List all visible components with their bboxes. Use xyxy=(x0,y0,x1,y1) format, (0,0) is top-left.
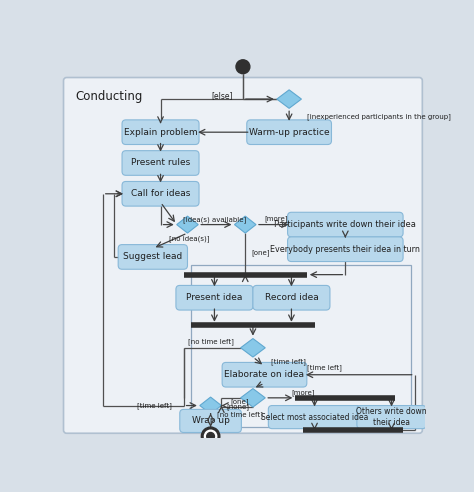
FancyBboxPatch shape xyxy=(268,405,361,429)
Text: [one]: [one] xyxy=(251,250,270,256)
Text: Everybody presents their idea in turn: Everybody presents their idea in turn xyxy=(270,245,420,254)
FancyBboxPatch shape xyxy=(288,212,403,237)
FancyBboxPatch shape xyxy=(118,245,188,269)
Polygon shape xyxy=(241,389,265,407)
Polygon shape xyxy=(235,216,256,233)
Text: [idea(s) available]: [idea(s) available] xyxy=(183,216,246,222)
Polygon shape xyxy=(241,338,265,357)
Text: Others write down
their idea: Others write down their idea xyxy=(356,407,427,427)
Text: Call for ideas: Call for ideas xyxy=(131,189,190,198)
Text: [one]: [one] xyxy=(230,399,249,405)
FancyBboxPatch shape xyxy=(122,151,199,175)
Text: Select most associated idea: Select most associated idea xyxy=(261,413,368,422)
Text: Elaborate on idea: Elaborate on idea xyxy=(225,370,304,379)
Text: Suggest lead: Suggest lead xyxy=(123,252,182,261)
Polygon shape xyxy=(277,90,301,108)
FancyBboxPatch shape xyxy=(64,78,422,433)
Text: [no time left]: [no time left] xyxy=(217,411,263,418)
Text: Present rules: Present rules xyxy=(131,158,190,167)
FancyBboxPatch shape xyxy=(122,120,199,145)
Text: [else]: [else] xyxy=(211,92,233,100)
FancyBboxPatch shape xyxy=(253,285,330,310)
FancyBboxPatch shape xyxy=(357,405,426,429)
Text: [no time left]: [no time left] xyxy=(188,338,234,345)
FancyBboxPatch shape xyxy=(222,363,307,387)
FancyBboxPatch shape xyxy=(176,285,253,310)
Text: [inexperienced participants in the group]: [inexperienced participants in the group… xyxy=(307,114,451,120)
Text: [no idea(s)]: [no idea(s)] xyxy=(169,235,210,242)
Circle shape xyxy=(204,430,217,442)
Polygon shape xyxy=(200,397,221,414)
Text: Conducting: Conducting xyxy=(76,90,143,103)
Text: Explain problem: Explain problem xyxy=(124,128,197,137)
Text: [time left]: [time left] xyxy=(307,364,342,371)
Circle shape xyxy=(236,60,250,74)
Text: Participants write down their idea: Participants write down their idea xyxy=(274,220,416,229)
FancyBboxPatch shape xyxy=(247,120,331,145)
Polygon shape xyxy=(177,216,198,233)
Circle shape xyxy=(207,432,214,440)
FancyBboxPatch shape xyxy=(288,237,403,262)
FancyBboxPatch shape xyxy=(122,182,199,206)
Text: [time left]: [time left] xyxy=(271,358,306,365)
Text: Record idea: Record idea xyxy=(264,293,319,302)
Circle shape xyxy=(201,427,220,446)
Text: [more]: [more] xyxy=(264,215,288,222)
Text: [time left]: [time left] xyxy=(137,402,172,409)
FancyBboxPatch shape xyxy=(180,409,241,432)
Text: Warm-up practice: Warm-up practice xyxy=(249,128,329,137)
Text: Present idea: Present idea xyxy=(186,293,243,302)
Text: Wrap up: Wrap up xyxy=(191,416,229,426)
Text: [none]: [none] xyxy=(226,404,249,410)
Text: [more]: [more] xyxy=(291,389,315,396)
